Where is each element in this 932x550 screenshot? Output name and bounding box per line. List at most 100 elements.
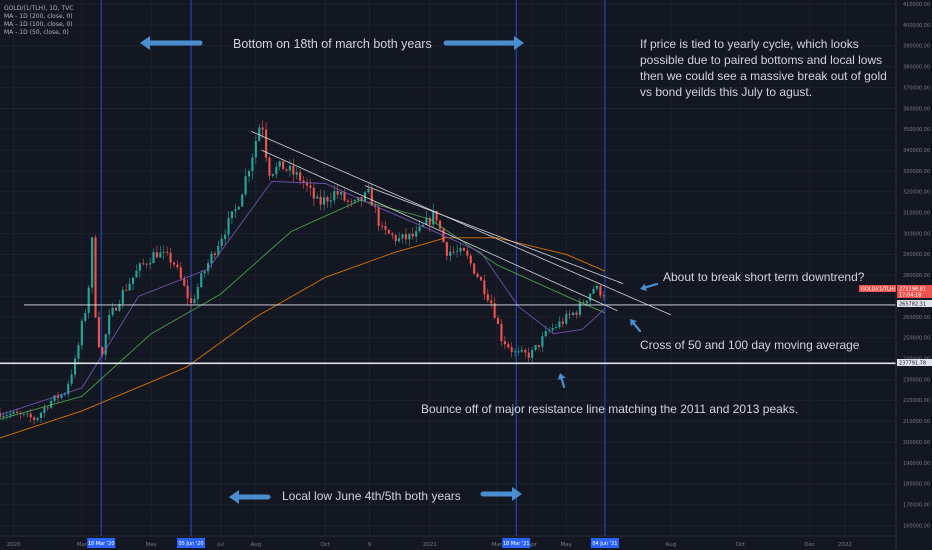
candle-body xyxy=(251,157,254,172)
candle-body xyxy=(350,201,353,203)
price-tag-last-value: 271198.81 xyxy=(899,287,926,293)
candle-body xyxy=(227,218,230,235)
annotation-breakout[interactable]: About to break short term downtrend? xyxy=(663,270,865,284)
legend-ma-200[interactable]: MA - 1D (200, close, 0) xyxy=(4,13,73,20)
candle-body xyxy=(275,166,278,175)
candle-body xyxy=(271,174,274,176)
candle-body xyxy=(469,255,472,264)
candle-body xyxy=(353,200,356,202)
candle-body xyxy=(5,415,8,416)
annotation-local-low[interactable]: Local low June 4th/5th both years xyxy=(282,489,461,503)
candle-body xyxy=(145,263,148,265)
candle-body xyxy=(108,314,111,335)
trend-line[interactable] xyxy=(364,185,624,285)
candle-body xyxy=(244,176,247,195)
annotation-cycle-line-1[interactable]: If price is tied to yearly cycle, which … xyxy=(640,37,859,51)
candle-body xyxy=(520,349,523,352)
legend-ma-50[interactable]: MA - 1D (50, close, 0) xyxy=(4,29,69,36)
legend-ma-100[interactable]: MA - 1D (100, close, 0) xyxy=(4,21,73,28)
annotation-cycle-line-4[interactable]: vs bond yeilds this July to agust. xyxy=(640,85,812,99)
ma-line[interactable] xyxy=(0,180,606,416)
candle-body xyxy=(224,234,227,239)
candle-body xyxy=(404,234,407,240)
candle-body xyxy=(73,358,77,375)
date-markers xyxy=(100,0,606,536)
candle-body xyxy=(316,196,319,199)
y-tick-label: 340000.00 xyxy=(903,148,930,154)
date-tag-bg xyxy=(177,538,206,548)
y-tick-label: 410000.00 xyxy=(903,2,930,8)
annotation-cycle-line-3[interactable]: then we could see a massive break out of… xyxy=(640,69,887,83)
candle-body xyxy=(292,165,295,175)
candle-body xyxy=(479,276,483,281)
arrow-ma-cross[interactable] xyxy=(630,319,642,333)
candle-body xyxy=(507,344,510,348)
candle-body xyxy=(128,283,131,291)
x-tick-label: 9 xyxy=(368,542,372,548)
candle-body xyxy=(572,312,575,315)
candle-body xyxy=(524,349,527,353)
candle-body xyxy=(22,413,25,415)
candle-body xyxy=(261,127,264,130)
y-tick-label: 250000.00 xyxy=(903,336,930,342)
trend-line[interactable] xyxy=(251,131,672,316)
candle-body xyxy=(29,413,32,418)
annotation-cycle-line-2[interactable]: possible due to paired bottoms and local… xyxy=(640,53,882,67)
candle-body xyxy=(428,218,431,225)
annotation-bottom[interactable]: Bottom on 18th of march both years xyxy=(233,37,432,51)
candle-body xyxy=(114,307,118,311)
candle-body xyxy=(514,351,517,353)
annotation-arrows[interactable] xyxy=(140,36,659,504)
ma-line[interactable] xyxy=(0,237,606,439)
candle-body xyxy=(326,197,329,202)
candle-body xyxy=(84,312,87,321)
trend-lines[interactable] xyxy=(251,131,672,316)
annotation-ma-cross[interactable]: Cross of 50 and 100 day moving average xyxy=(640,338,860,352)
candle-body xyxy=(585,300,588,304)
horizontal-lines[interactable] xyxy=(0,304,896,365)
candle-body xyxy=(415,231,418,237)
y-tick-label: 200000.00 xyxy=(903,440,930,446)
arrow-shaft xyxy=(632,322,642,333)
candle-body xyxy=(138,263,141,271)
arrow-left-local-low[interactable] xyxy=(229,490,271,504)
arrow-right-local-low[interactable] xyxy=(480,487,522,501)
candle-body xyxy=(155,252,158,258)
candle-body xyxy=(118,303,121,311)
candle-body xyxy=(312,187,315,199)
candle-body xyxy=(53,395,56,401)
candle-body xyxy=(166,251,169,253)
candle-body xyxy=(329,200,332,202)
y-tick-label: 390000.00 xyxy=(903,44,930,50)
candle-body xyxy=(258,127,261,142)
candle-body xyxy=(486,294,489,301)
arrow-right-bottom[interactable] xyxy=(443,36,524,50)
y-tick-label: 360000.00 xyxy=(903,106,930,112)
arrow-head xyxy=(140,36,150,50)
candle-body xyxy=(554,327,558,329)
candle-body xyxy=(510,347,513,352)
candle-body xyxy=(101,347,104,355)
arrow-left-bottom[interactable] xyxy=(140,36,203,50)
date-tag-label: 05 Jun '20 xyxy=(178,541,203,547)
candle-body xyxy=(104,334,107,355)
candle-body xyxy=(282,161,285,170)
ma-line[interactable] xyxy=(0,199,606,420)
trend-line[interactable] xyxy=(261,149,618,312)
arrow-bounce[interactable] xyxy=(557,373,566,389)
candle-body xyxy=(46,407,49,409)
candle-body xyxy=(449,251,452,256)
arrow-breakout[interactable] xyxy=(640,282,659,292)
candle-body xyxy=(595,285,599,289)
candle-body xyxy=(517,351,520,353)
candle-body xyxy=(230,211,234,219)
arrow-shaft xyxy=(644,282,659,289)
candle-body xyxy=(203,271,206,274)
candle-body xyxy=(247,171,251,177)
candle-body xyxy=(438,220,442,229)
annotation-bounce[interactable]: Bounce off of major resistance line matc… xyxy=(421,402,798,416)
y-tick-label: 210000.00 xyxy=(903,419,930,425)
y-tick-label: 170000.00 xyxy=(903,503,930,509)
